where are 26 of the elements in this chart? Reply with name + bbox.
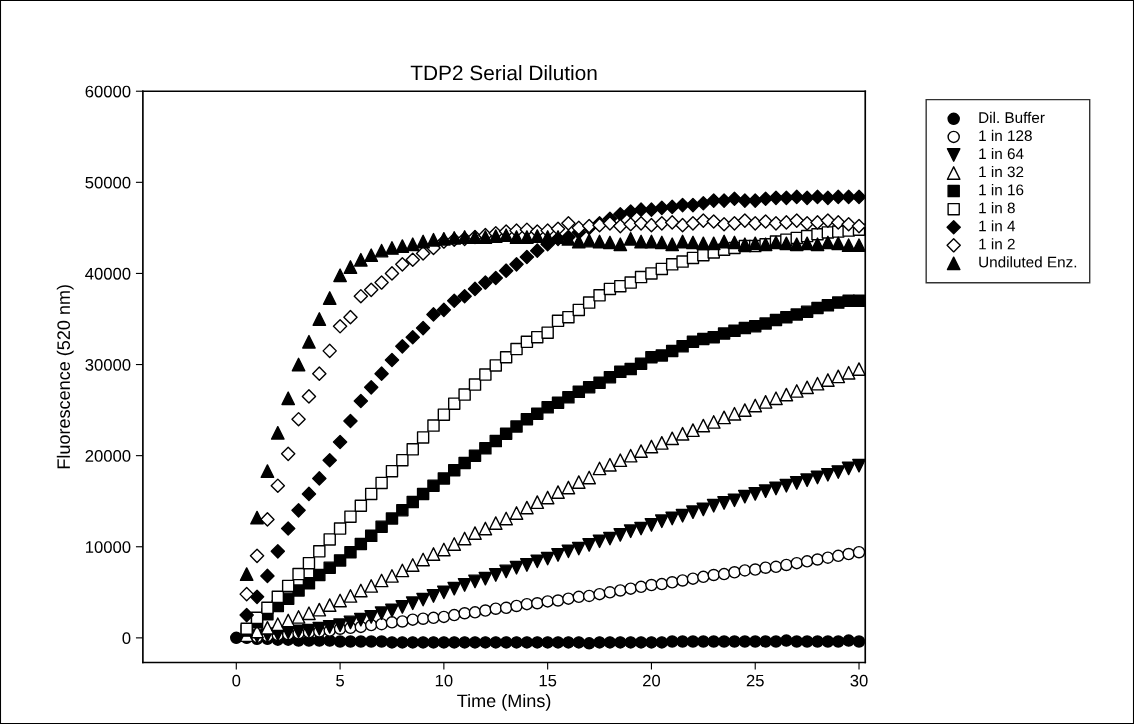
x-axis-title: Time (Mins)	[457, 693, 551, 711]
x-tick-label: 15	[539, 674, 557, 687]
x-tick-label: 0	[232, 674, 241, 687]
x-tick-label: 5	[336, 674, 345, 687]
y-tick-label: 60000	[85, 85, 131, 98]
legend-label: 1 in 2	[979, 238, 1015, 250]
legend-label: 1 in 32	[979, 165, 1024, 178]
legend-label: 1 in 64	[979, 147, 1024, 160]
x-tick-label: 25	[746, 674, 764, 687]
chart-title: TDP2 Serial Dilution	[410, 65, 597, 81]
legend-label: Dil. Buffer	[979, 111, 1045, 124]
legend-label: Undiluted Enz.	[979, 256, 1077, 268]
x-tick-label: 30	[850, 674, 868, 687]
legend-label: 1 in 8	[979, 202, 1015, 214]
y-tick-label: 50000	[85, 176, 131, 189]
legend-label: 1 in 128	[979, 129, 1032, 142]
y-tick-label: 10000	[86, 541, 131, 553]
x-tick-label: 20	[643, 674, 661, 687]
x-tick-label: 10	[435, 674, 453, 687]
y-tick-label: 40000	[85, 267, 131, 280]
legend-label: 1 in 16	[979, 184, 1024, 196]
legend-label: 1 in 4	[979, 220, 1016, 232]
y-axis-title: Fluorescence (520 nm)	[56, 285, 74, 469]
y-tick-label: 30000	[85, 358, 131, 371]
y-tick-label: 20000	[85, 450, 131, 462]
y-tick-label: 0	[122, 632, 131, 645]
